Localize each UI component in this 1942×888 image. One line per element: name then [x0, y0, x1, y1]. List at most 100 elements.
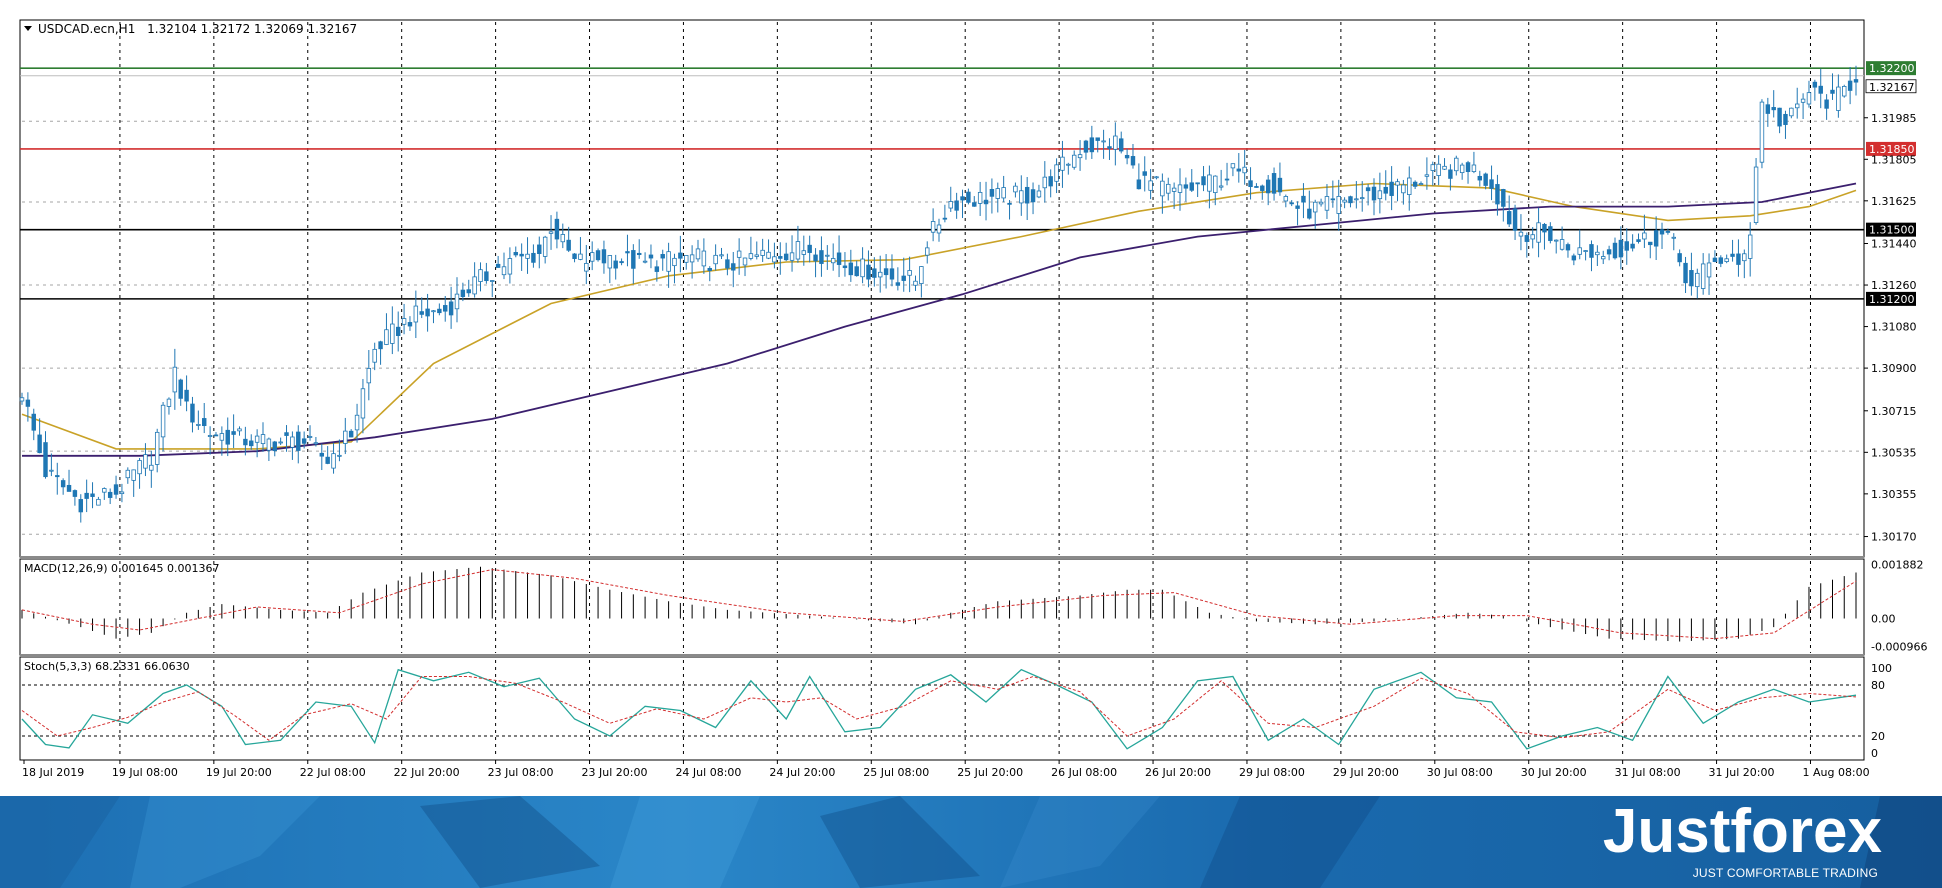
- candle-body: [1083, 140, 1089, 153]
- candle-body: [707, 267, 712, 271]
- dropdown-triangle-icon[interactable]: [24, 26, 32, 31]
- candle-body: [272, 441, 277, 452]
- candle-body: [90, 493, 95, 497]
- time-tick-label: 18 Jul 2019: [22, 766, 84, 779]
- candle-body: [895, 282, 901, 286]
- candle-body: [725, 259, 730, 269]
- candle-body: [930, 221, 936, 233]
- candle-body: [866, 264, 871, 280]
- candle-body: [819, 250, 824, 264]
- candle-body: [460, 289, 466, 297]
- candle-body: [448, 301, 454, 316]
- time-tick-label: 25 Jul 08:00: [863, 766, 929, 779]
- candle-body: [801, 250, 807, 255]
- candle-body: [1360, 197, 1365, 200]
- candle-body: [66, 484, 72, 492]
- stoch-main-line: [21, 668, 1857, 750]
- candle-body: [1636, 239, 1641, 242]
- candle-body: [537, 244, 542, 254]
- candle-body: [1318, 201, 1324, 205]
- candle-body: [1483, 173, 1488, 186]
- candle-body: [1383, 186, 1388, 194]
- price-tick-label: 1.31260: [1871, 279, 1917, 292]
- stoch-tick-label: 100: [1871, 662, 1892, 675]
- candle-body: [1224, 178, 1230, 181]
- candle-body: [254, 435, 260, 443]
- candle-body: [1824, 99, 1829, 109]
- candle-body: [454, 293, 460, 310]
- stoch-caption: Stoch(5,3,3) 68.2331 66.0630: [24, 660, 190, 673]
- price-tick-label: 1.30900: [1871, 362, 1917, 375]
- candle-body: [495, 263, 501, 268]
- candle-body: [1418, 183, 1424, 185]
- candle-body: [1207, 174, 1212, 192]
- candle-body: [1648, 241, 1653, 246]
- candle-body: [731, 263, 736, 271]
- candle-body: [1401, 184, 1406, 194]
- price-tick-label: 1.30170: [1871, 531, 1917, 544]
- candle-body: [1700, 263, 1706, 289]
- candle-body: [631, 250, 636, 269]
- candle-body: [1783, 113, 1788, 125]
- candle-body: [478, 269, 483, 282]
- candle-body: [1277, 177, 1283, 193]
- ma-slow-line: [22, 182, 1857, 457]
- candle-body: [1342, 199, 1347, 203]
- candle-body: [613, 260, 618, 269]
- candle-body: [266, 438, 272, 451]
- candle-body: [760, 249, 765, 256]
- candle-body: [1465, 162, 1471, 172]
- candle-body: [307, 436, 313, 438]
- candle-body: [43, 442, 48, 478]
- candle-body: [78, 499, 83, 513]
- price-level-text: 1.31200: [1869, 293, 1915, 306]
- candle-body: [1166, 183, 1171, 194]
- time-tick-label: 26 Jul 08:00: [1051, 766, 1117, 779]
- candle-body: [1718, 257, 1724, 264]
- candle-body: [384, 329, 389, 345]
- candle-body: [878, 271, 883, 278]
- candle-body: [813, 254, 818, 262]
- time-tick-label: 30 Jul 08:00: [1427, 766, 1493, 779]
- candle-body: [1265, 179, 1271, 194]
- candle-body: [666, 251, 671, 272]
- candle-body: [249, 440, 254, 447]
- candle-body: [1260, 185, 1265, 191]
- candle-body: [842, 265, 848, 269]
- candle-body: [1177, 184, 1183, 193]
- time-tick-label: 22 Jul 08:00: [300, 766, 366, 779]
- candle-body: [1606, 249, 1612, 255]
- candle-body: [607, 255, 613, 269]
- candle-body: [1795, 103, 1800, 109]
- candle-body: [119, 491, 125, 495]
- candle-body: [1095, 137, 1100, 141]
- candle-body: [348, 430, 354, 438]
- macd-caption: MACD(12,26,9) 0.001645 0.001367: [24, 562, 220, 575]
- candle-body: [202, 418, 207, 427]
- candle-body: [472, 276, 477, 295]
- candle-body: [736, 250, 742, 258]
- macd-tick-label: 0.001882: [1871, 558, 1924, 571]
- candle-body: [713, 254, 718, 265]
- candle-body: [1789, 107, 1794, 117]
- candle-body: [196, 424, 201, 426]
- candle-body: [1730, 253, 1735, 257]
- candle-body: [601, 249, 607, 264]
- candle-body: [231, 431, 236, 435]
- candle-body: [60, 480, 66, 488]
- candle-body: [190, 403, 195, 423]
- candle-body: [401, 318, 407, 325]
- candle-body: [678, 252, 683, 259]
- candle-body: [554, 218, 560, 240]
- candle-body: [113, 484, 119, 495]
- candle-body: [184, 389, 189, 402]
- candle-body: [1583, 250, 1588, 252]
- candle-body: [1471, 164, 1477, 173]
- brand-banner: Justforex JUST COMFORTABLE TRADING: [0, 796, 1942, 888]
- time-tick-label: 26 Jul 20:00: [1145, 766, 1211, 779]
- candle-body: [1324, 196, 1330, 211]
- candle-body: [354, 414, 360, 431]
- macd-signal-line: [21, 569, 1857, 640]
- candle-body: [1218, 185, 1224, 188]
